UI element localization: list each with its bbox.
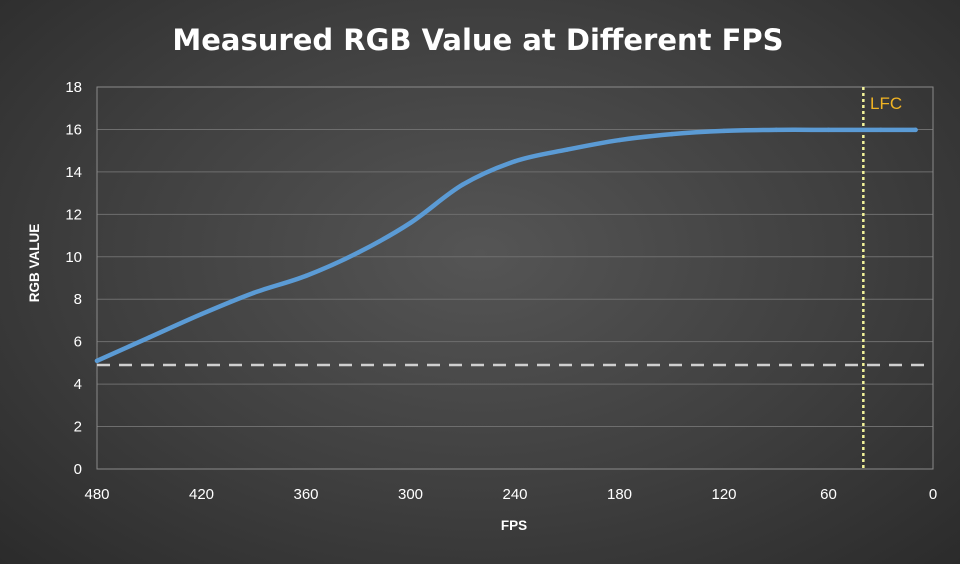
data-point (878, 127, 883, 133)
reference-lines (97, 87, 933, 469)
data-point (721, 128, 727, 134)
data-point (356, 250, 361, 255)
data-point (94, 358, 100, 363)
data-point (303, 273, 309, 279)
lfc-label: LFC (870, 94, 902, 113)
data-point (826, 127, 831, 133)
x-tick-label: 0 (929, 486, 937, 503)
x-tick-label: 300 (398, 486, 423, 503)
y-tick-label: 10 (65, 249, 82, 266)
y-tick-label: 8 (74, 291, 82, 308)
tick-labels: 0 2 4 6 8 10 12 14 16 18 480 420 360 300 240 180 120 60 0 (65, 79, 937, 503)
data-point (774, 127, 779, 133)
y-tick-label: 16 (65, 121, 82, 138)
chart-title: Measured RGB Value at Different FPS (172, 23, 783, 57)
x-tick-label: 240 (502, 486, 527, 503)
data-point (199, 311, 204, 317)
y-tick-label: 0 (74, 461, 82, 478)
series-line-0 (94, 127, 918, 364)
data-point (147, 335, 152, 340)
y-tick-label: 2 (74, 419, 82, 436)
x-tick-label: 420 (189, 486, 214, 503)
data-point (460, 182, 465, 187)
x-axis-title: FPS (501, 518, 527, 533)
series-layer (94, 127, 918, 364)
y-tick-label: 6 (74, 334, 82, 351)
x-tick-label: 180 (607, 486, 632, 503)
data-point (669, 131, 674, 137)
y-axis-title: RGB VALUE (27, 224, 42, 303)
y-tick-label: 14 (65, 164, 82, 181)
x-tick-label: 480 (84, 486, 109, 503)
x-tick-label: 60 (820, 486, 837, 503)
data-point (565, 147, 570, 152)
y-tick-label: 4 (74, 376, 82, 393)
x-tick-label: 360 (293, 486, 318, 503)
data-point (251, 290, 256, 296)
y-tick-label: 12 (65, 206, 82, 223)
data-point (617, 137, 622, 143)
data-point (913, 127, 918, 133)
data-point (512, 159, 518, 164)
x-tick-label: 120 (711, 486, 736, 503)
plot-area-border (96, 86, 934, 470)
grid-layer (97, 128, 933, 428)
data-point (408, 220, 413, 226)
y-tick-label: 18 (65, 79, 82, 96)
